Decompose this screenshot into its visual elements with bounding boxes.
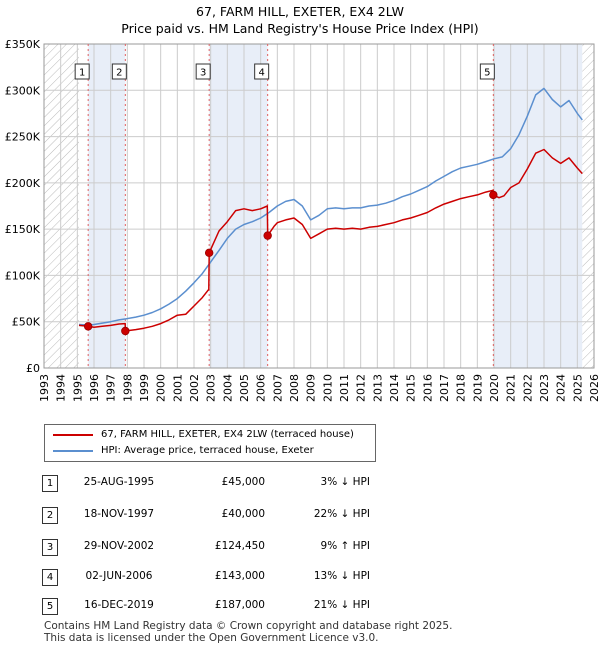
x-tick-label: 2006: [255, 374, 268, 402]
y-tick-label: £150K: [5, 223, 41, 236]
y-tick-label: £100K: [5, 269, 41, 282]
sale-date: 18-NOV-1997: [83, 508, 155, 520]
sale-number-badge: 5: [42, 598, 58, 615]
y-tick-label: £250K: [5, 131, 41, 144]
x-tick-label: 2015: [405, 374, 418, 402]
x-tick-label: 2025: [571, 374, 584, 402]
sale-period-band: [209, 44, 268, 368]
x-tick-label: 2019: [471, 374, 484, 402]
sale-point: [489, 190, 498, 200]
sale-number-badge: 4: [42, 569, 58, 586]
sale-date: 02-JUN-2006: [85, 570, 153, 582]
x-tick-label: 2007: [271, 374, 284, 402]
sale-hpi-diff: 3% ↓ HPI: [320, 476, 370, 488]
x-tick-label: 2010: [321, 374, 334, 402]
x-tick-label: 2004: [221, 374, 234, 402]
x-tick-label: 2008: [288, 374, 301, 402]
plot-border: [43, 43, 595, 369]
y-tick-label: £350K: [5, 38, 41, 51]
property-series-line: [78, 148, 583, 332]
sale-label-box: [111, 63, 127, 80]
x-tick-label: 2005: [238, 374, 251, 402]
sale-point: [263, 231, 272, 240]
y-tick-label: £200K: [5, 177, 41, 190]
sale-date: 25-AUG-1995: [83, 476, 155, 488]
x-tick-label: 1993: [38, 374, 51, 402]
x-tick-label: 2001: [171, 374, 184, 402]
sale-hpi-diff: 21% ↓ HPI: [313, 599, 370, 611]
y-tick-label: £50K: [12, 316, 41, 329]
sale-hpi-diff: 22% ↓ HPI: [313, 508, 370, 520]
x-tick-label: 2020: [488, 374, 501, 402]
sale-number-badge: 1: [42, 475, 58, 492]
sale-point: [121, 326, 130, 336]
sale-label-box: [74, 63, 90, 80]
x-tick-label: 2002: [188, 374, 201, 402]
sale-label-number: 2: [116, 68, 122, 79]
sale-label-number: 3: [200, 68, 206, 79]
hpi-series-line: [78, 87, 583, 326]
no-data-hatch: [44, 44, 79, 368]
x-tick-label: 2000: [155, 374, 168, 402]
x-tick-label: 2026: [588, 374, 600, 402]
x-tick-label: 2016: [421, 374, 434, 402]
table-row: 5 16-DEC-2019 £187,000 21% ↓ HPI: [0, 597, 600, 617]
table-row: 2 18-NOV-1997 £40,000 22% ↓ HPI: [0, 506, 600, 526]
sale-label-box: [195, 63, 211, 80]
footer-licence: This data is licensed under the Open Gov…: [44, 632, 379, 644]
sale-price: £143,000: [214, 570, 265, 582]
x-tick-label: 2021: [505, 374, 518, 402]
sale-point: [83, 322, 93, 331]
sale-number-badge: 3: [42, 539, 58, 556]
y-tick-label: £300K: [5, 84, 41, 97]
sale-price: £45,000: [221, 476, 265, 488]
table-row: 3 29-NOV-2002 £124,450 9% ↑ HPI: [0, 538, 600, 558]
sale-label-number: 4: [258, 68, 264, 79]
sale-price: £124,450: [214, 540, 265, 552]
chart-legend: 67, FARM HILL, EXETER, EX4 2LW (terraced…: [44, 424, 376, 462]
sale-date: 16-DEC-2019: [84, 599, 154, 611]
x-tick-label: 2011: [338, 374, 351, 402]
x-tick-label: 1999: [138, 374, 151, 402]
x-tick-label: 2012: [355, 374, 368, 402]
x-tick-label: 1998: [121, 374, 134, 402]
sale-label-box: [479, 63, 495, 80]
sale-hpi-diff: 13% ↓ HPI: [313, 570, 370, 582]
x-tick-label: 1994: [55, 374, 68, 402]
x-tick-label: 1997: [105, 374, 118, 402]
x-tick-label: 2003: [205, 374, 218, 402]
sale-number-badge: 2: [42, 507, 58, 524]
legend-label-hpi: HPI: Average price, terraced house, Exet…: [101, 445, 314, 456]
sale-period-band: [493, 44, 583, 368]
sale-label-box: [254, 63, 270, 80]
table-row: 1 25-AUG-1995 £45,000 3% ↓ HPI: [0, 474, 600, 494]
x-tick-label: 2017: [438, 374, 451, 402]
no-data-hatch: [582, 44, 594, 368]
sale-hpi-diff: 9% ↑ HPI: [320, 540, 370, 552]
x-tick-label: 2014: [388, 374, 401, 402]
x-tick-label: 2022: [521, 374, 534, 402]
table-row: 4 02-JUN-2006 £143,000 13% ↓ HPI: [0, 568, 600, 588]
chart-title-address: 67, FARM HILL, EXETER, EX4 2LW: [196, 4, 404, 19]
x-tick-label: 1995: [71, 374, 84, 402]
y-tick-label: £0: [26, 362, 40, 375]
price-chart: £0 £50K £100K £150K £200K £250K £300K £350K 1993…: [5, 38, 600, 402]
x-tick-label: 2023: [538, 374, 551, 402]
x-tick-label: 2013: [371, 374, 384, 402]
footer-copyright: Contains HM Land Registry data © Crown c…: [44, 620, 453, 632]
sale-date: 29-NOV-2002: [83, 540, 155, 552]
legend-swatch-red: [53, 434, 93, 436]
x-tick-label: 1996: [88, 374, 101, 402]
legend-label-property: 67, FARM HILL, EXETER, EX4 2LW (terraced…: [101, 429, 354, 440]
legend-swatch-blue: [53, 450, 93, 452]
sale-price: £187,000: [214, 599, 265, 611]
x-tick-label: 2018: [455, 374, 468, 402]
sale-label-number: 5: [484, 68, 490, 79]
sale-label-number: 1: [79, 68, 85, 79]
chart-subtitle: Price paid vs. HM Land Registry's House …: [121, 21, 479, 36]
x-tick-label: 2024: [555, 374, 568, 402]
x-tick-label: 2009: [305, 374, 318, 402]
sale-price: £40,000: [221, 508, 265, 520]
sale-point: [204, 248, 214, 257]
